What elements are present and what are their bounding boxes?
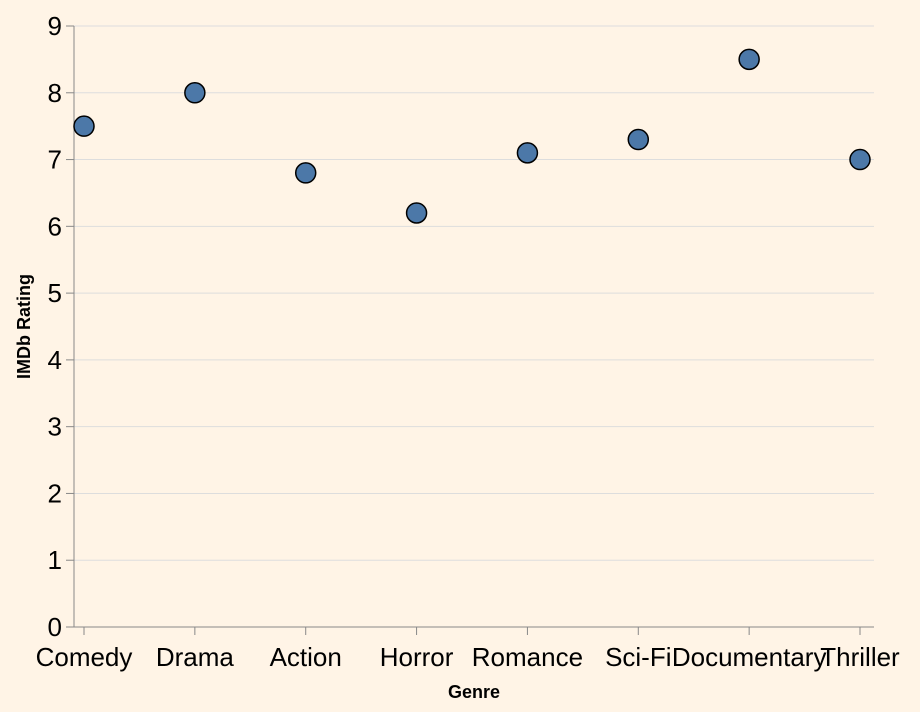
x-axis: Comedy Drama Action Horror Romance Sci-Fi Docu… — [36, 626, 900, 672]
y-tick-label: 8 — [48, 78, 62, 108]
y-tick-label: 3 — [48, 412, 62, 442]
y-tick-label: 6 — [48, 211, 62, 241]
data-point — [73, 115, 95, 137]
y-tick-label: 2 — [48, 478, 62, 508]
data-points — [73, 48, 871, 224]
y-tick-label: 4 — [48, 345, 62, 375]
x-tick-label: Drama — [156, 642, 235, 672]
data-point — [294, 162, 317, 184]
y-tick-label: 9 — [48, 11, 62, 41]
x-tick-label: Comedy — [36, 642, 133, 672]
y-axis-title: IMDb Rating — [14, 274, 34, 379]
data-point — [849, 148, 871, 171]
x-tick-label: Documentary — [672, 642, 827, 672]
x-tick-label: Thriller — [820, 642, 900, 672]
x-tick-label: Romance — [472, 642, 583, 672]
y-gridlines — [74, 25, 874, 561]
x-axis-title: Genre — [448, 682, 500, 702]
x-tick-label: Action — [270, 642, 342, 672]
y-tick-label: 1 — [48, 545, 62, 575]
data-point — [516, 142, 539, 164]
data-point — [405, 202, 428, 224]
data-point — [627, 128, 650, 151]
y-tick-label: 5 — [48, 278, 62, 308]
x-tick-label: Horror — [380, 642, 454, 672]
data-point — [738, 48, 760, 71]
data-point — [184, 82, 206, 104]
y-axis: 0 1 2 3 4 5 6 7 8 9 — [48, 11, 75, 642]
y-tick-label: 0 — [48, 612, 62, 642]
x-tick-label: Sci-Fi — [605, 642, 671, 672]
y-tick-label: 7 — [48, 145, 62, 175]
